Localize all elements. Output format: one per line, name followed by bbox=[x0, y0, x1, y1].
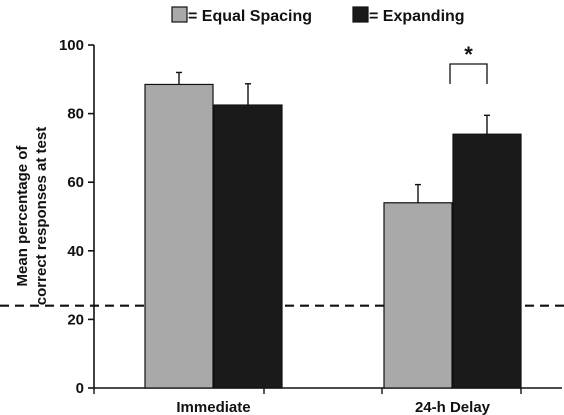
significance-bracket bbox=[449, 63, 488, 84]
y-tick-label: 20 bbox=[67, 311, 84, 328]
y-axis-label: Mean percentage of correct responses at t… bbox=[14, 127, 50, 305]
bars bbox=[144, 83, 522, 389]
bar-expanding bbox=[452, 133, 522, 389]
bar-expanding bbox=[213, 104, 283, 389]
y-axis-label-line: Mean percentage of bbox=[14, 145, 31, 287]
y-tick-label: 0 bbox=[76, 380, 84, 397]
legend-swatch-expanding bbox=[352, 6, 369, 23]
x-axis-categories: Immediate 24-h Delay bbox=[176, 399, 490, 415]
significance-annotation: * bbox=[449, 42, 488, 84]
legend-label: = Equal Spacing bbox=[188, 8, 312, 25]
legend-swatch-equal-spacing bbox=[171, 6, 188, 23]
x-category-label: 24-h Delay bbox=[415, 399, 491, 415]
legend-label: = Expanding bbox=[369, 8, 465, 25]
y-axis-label-line: correct responses at test bbox=[33, 127, 50, 305]
x-category-label: Immediate bbox=[176, 399, 250, 415]
y-tick-label: 100 bbox=[59, 37, 84, 54]
bar-equal-spacing bbox=[383, 202, 453, 389]
y-tick-label: 60 bbox=[67, 174, 84, 191]
bar-equal-spacing bbox=[144, 83, 214, 389]
error-bars bbox=[176, 71, 490, 203]
y-tick-label: 40 bbox=[67, 243, 84, 260]
legend: = Equal Spacing = Expanding bbox=[171, 6, 465, 25]
y-tick-label: 80 bbox=[67, 106, 84, 123]
significance-star: * bbox=[464, 42, 473, 67]
